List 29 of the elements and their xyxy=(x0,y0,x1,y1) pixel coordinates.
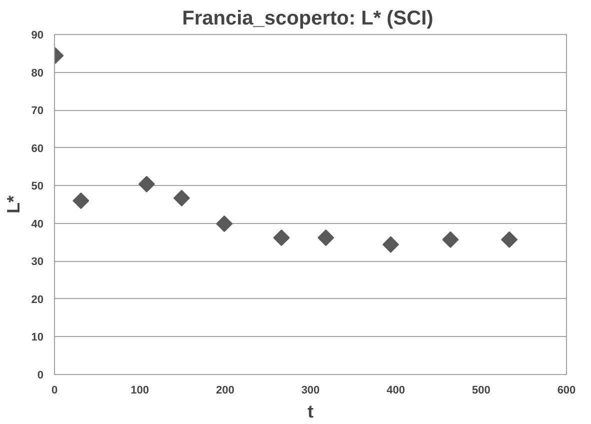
x-tick-label: 100 xyxy=(130,384,150,396)
chart-title: Francia_scoperto: L* (SCI) xyxy=(182,8,434,30)
x-tick-label: 400 xyxy=(386,384,406,396)
y-tick-label: 90 xyxy=(31,30,44,42)
y-tick-label: 20 xyxy=(31,294,44,306)
point xyxy=(173,190,190,206)
y-tick-label: 70 xyxy=(31,105,44,118)
x-tick-label: 300 xyxy=(301,384,320,396)
x-axis-title: t xyxy=(308,402,314,422)
point xyxy=(72,192,90,209)
x-tick-label: 200 xyxy=(216,384,234,396)
point xyxy=(138,176,155,192)
y-tick-label: 0 xyxy=(37,370,44,382)
point xyxy=(501,231,518,248)
y-tick-label: 10 xyxy=(31,332,44,344)
y-tick-label: 50 xyxy=(31,180,44,193)
y-axis-title: L* xyxy=(3,196,24,214)
point xyxy=(382,236,399,253)
y-tick-label: 80 xyxy=(31,67,44,80)
x-tick-label: 600 xyxy=(557,384,576,396)
point xyxy=(273,229,290,246)
x-tick-label: 500 xyxy=(472,384,490,396)
point xyxy=(318,229,334,246)
x-tick-label: 0 xyxy=(51,384,58,396)
y-tick-label: 60 xyxy=(31,142,44,155)
y-tick-label: 40 xyxy=(31,218,44,230)
point xyxy=(216,215,233,232)
y-tick-label: 30 xyxy=(31,256,44,268)
point xyxy=(442,231,459,248)
